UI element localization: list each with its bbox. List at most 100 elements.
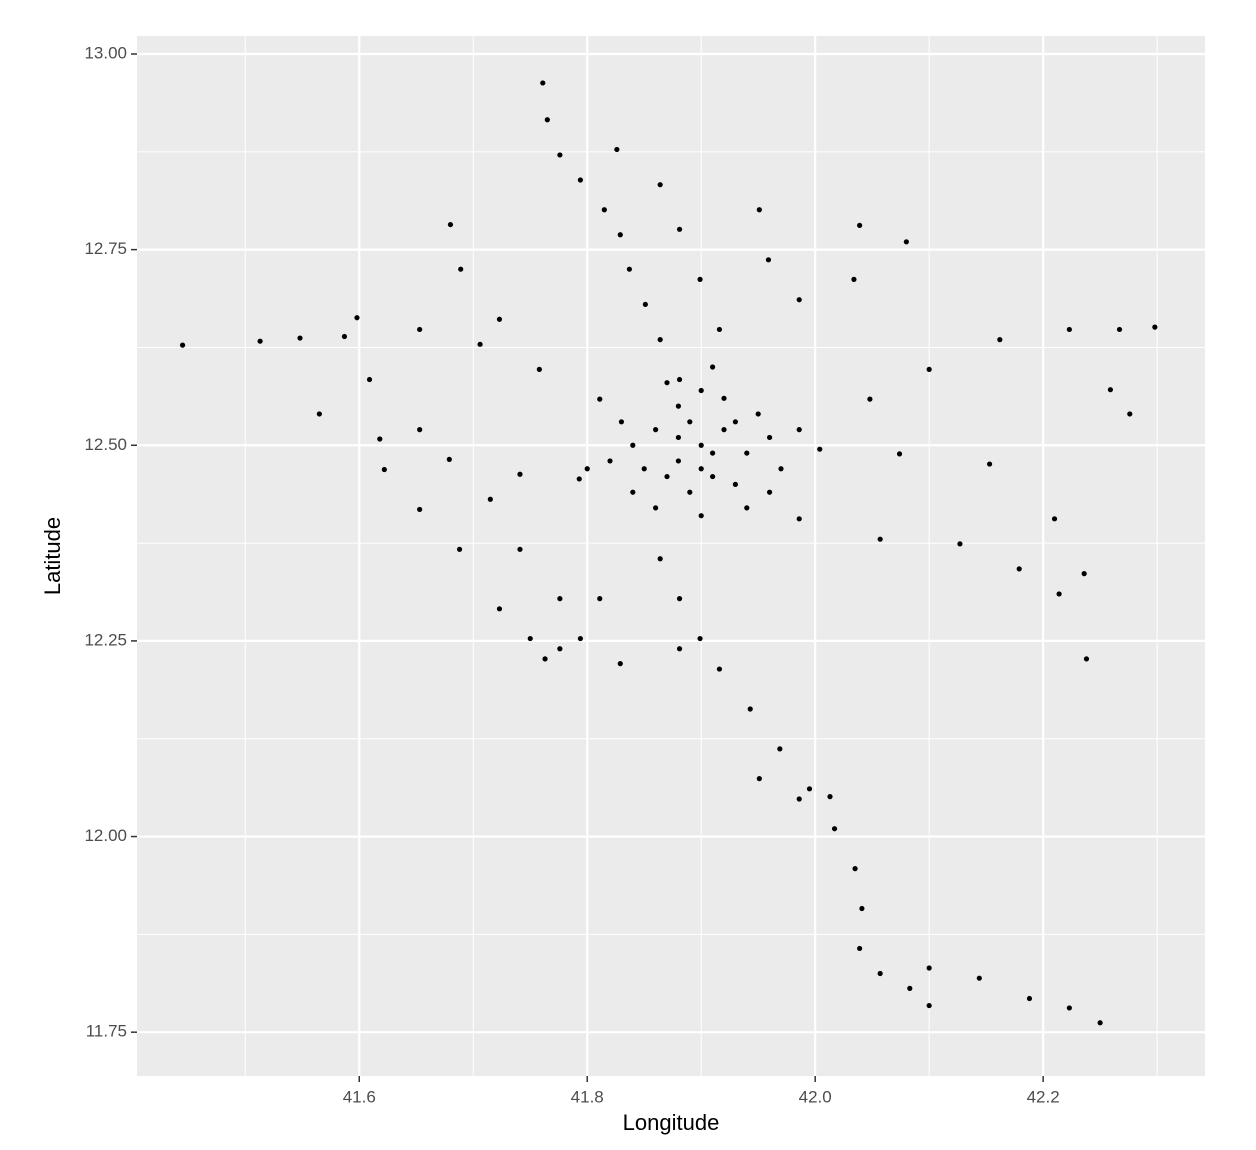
point — [316, 411, 322, 417]
point — [756, 776, 762, 782]
point — [1107, 387, 1113, 393]
point — [657, 556, 663, 562]
point — [1056, 591, 1062, 597]
point — [1152, 324, 1158, 330]
point — [859, 905, 865, 912]
point — [664, 380, 670, 386]
point — [766, 434, 773, 441]
point — [1097, 1020, 1103, 1026]
point — [796, 297, 802, 303]
point — [584, 466, 590, 472]
point — [1066, 1005, 1072, 1011]
point — [831, 826, 838, 832]
point — [857, 222, 863, 228]
point — [477, 341, 483, 347]
point — [527, 635, 533, 642]
point — [697, 635, 703, 642]
point — [765, 257, 772, 263]
x-tick-label: 42.0 — [799, 1087, 832, 1106]
point — [676, 226, 683, 232]
point — [896, 451, 903, 457]
point — [796, 796, 802, 802]
point — [687, 419, 693, 425]
point — [857, 945, 863, 952]
x-tick-label: 42.2 — [1027, 1087, 1060, 1106]
point — [827, 794, 833, 800]
point — [614, 146, 620, 153]
point — [618, 419, 625, 425]
point — [710, 450, 716, 456]
point — [877, 970, 883, 977]
y-tick-label: 11.75 — [86, 1022, 127, 1041]
point — [716, 326, 723, 333]
point — [675, 458, 682, 464]
point — [926, 965, 932, 971]
point — [630, 442, 636, 448]
point — [517, 471, 523, 477]
point — [1066, 326, 1072, 333]
point — [653, 427, 659, 433]
point — [496, 316, 503, 322]
point — [710, 364, 716, 370]
point — [926, 366, 932, 372]
point — [957, 541, 963, 547]
point — [297, 335, 303, 341]
point — [1127, 411, 1133, 417]
point — [354, 315, 360, 321]
point — [557, 646, 563, 652]
point — [877, 536, 883, 542]
point — [1026, 995, 1033, 1002]
point — [597, 396, 603, 402]
point — [617, 660, 623, 667]
point — [675, 403, 682, 409]
point — [907, 985, 913, 991]
point — [557, 152, 563, 158]
point — [377, 436, 383, 442]
point — [698, 513, 704, 519]
point — [653, 505, 659, 511]
point — [1116, 326, 1123, 333]
point — [641, 466, 647, 472]
point — [601, 207, 607, 213]
point — [657, 182, 663, 188]
point — [796, 516, 802, 522]
point — [732, 419, 738, 425]
point — [806, 786, 813, 792]
point — [817, 446, 823, 452]
point — [697, 276, 703, 282]
point — [557, 596, 563, 602]
point — [926, 1002, 932, 1009]
y-tick-label: 12.25 — [84, 630, 127, 649]
point — [456, 546, 463, 552]
plot-panel — [137, 36, 1205, 1076]
point — [756, 207, 762, 213]
x-tick-label: 41.8 — [571, 1087, 604, 1106]
point — [976, 975, 982, 981]
point — [381, 466, 387, 473]
point — [796, 427, 802, 433]
point — [698, 442, 704, 448]
point — [732, 481, 738, 487]
point — [341, 333, 348, 340]
point — [1051, 516, 1058, 522]
point — [721, 395, 727, 401]
point — [517, 546, 523, 552]
point — [577, 635, 583, 642]
y-tick-label: 12.75 — [84, 239, 127, 258]
point — [657, 337, 663, 343]
point — [851, 276, 857, 282]
point — [1016, 566, 1022, 572]
x-tick-label: 41.6 — [343, 1087, 376, 1106]
point — [852, 866, 858, 872]
point — [642, 301, 648, 308]
point — [766, 489, 773, 495]
point — [664, 473, 670, 480]
point — [676, 596, 683, 602]
point — [576, 476, 582, 482]
point — [1083, 656, 1090, 662]
point — [997, 337, 1003, 343]
point — [710, 473, 716, 480]
point — [744, 505, 750, 511]
point — [676, 376, 683, 383]
